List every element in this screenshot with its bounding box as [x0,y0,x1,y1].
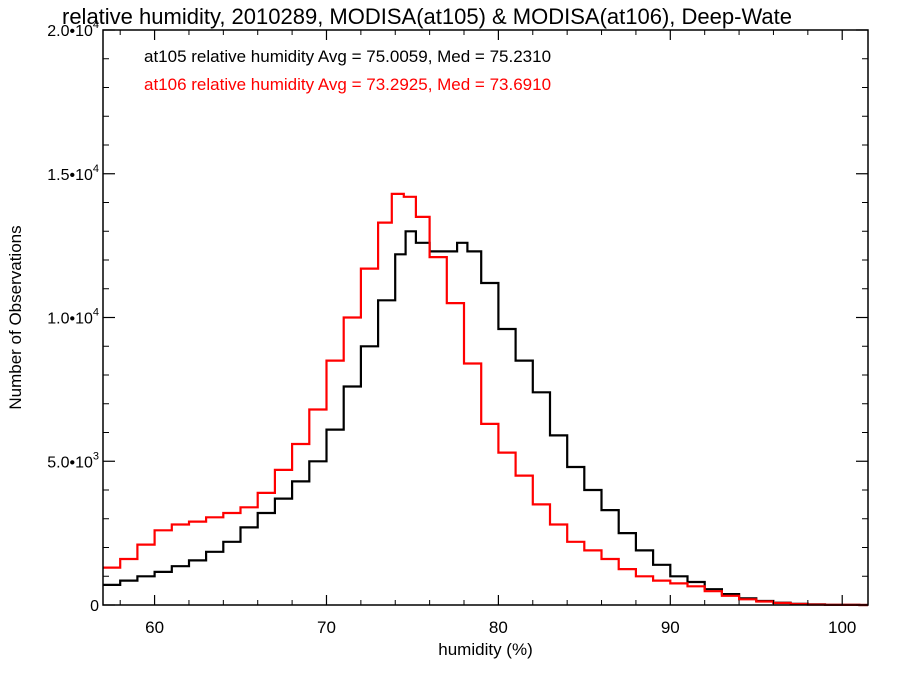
x-tick-label: 70 [317,618,336,637]
x-tick-label: 80 [489,618,508,637]
series-at106-line [103,192,868,607]
x-tick-label: 100 [828,618,856,637]
chart-title: relative humidity, 2010289, MODISA(at105… [62,4,792,29]
stats-annotation: at106 relative humidity Avg = 73.2925, M… [144,75,551,94]
y-tick-label: 2.0•104 [47,19,99,40]
x-tick-label: 60 [145,618,164,637]
x-tick-label: 90 [661,618,680,637]
y-tick-label: 1.5•104 [47,163,99,184]
y-axis-label: Number of Observations [6,225,25,409]
plot-frame [102,29,869,606]
series-at105-line [103,230,868,607]
y-tick-label: 5.0•103 [47,450,99,471]
stats-annotation: at105 relative humidity Avg = 75.0059, M… [144,47,551,66]
y-tick-label: 0 [90,598,99,615]
y-tick-label: 1.0•104 [47,307,99,328]
x-axis-label: humidity (%) [438,640,532,659]
